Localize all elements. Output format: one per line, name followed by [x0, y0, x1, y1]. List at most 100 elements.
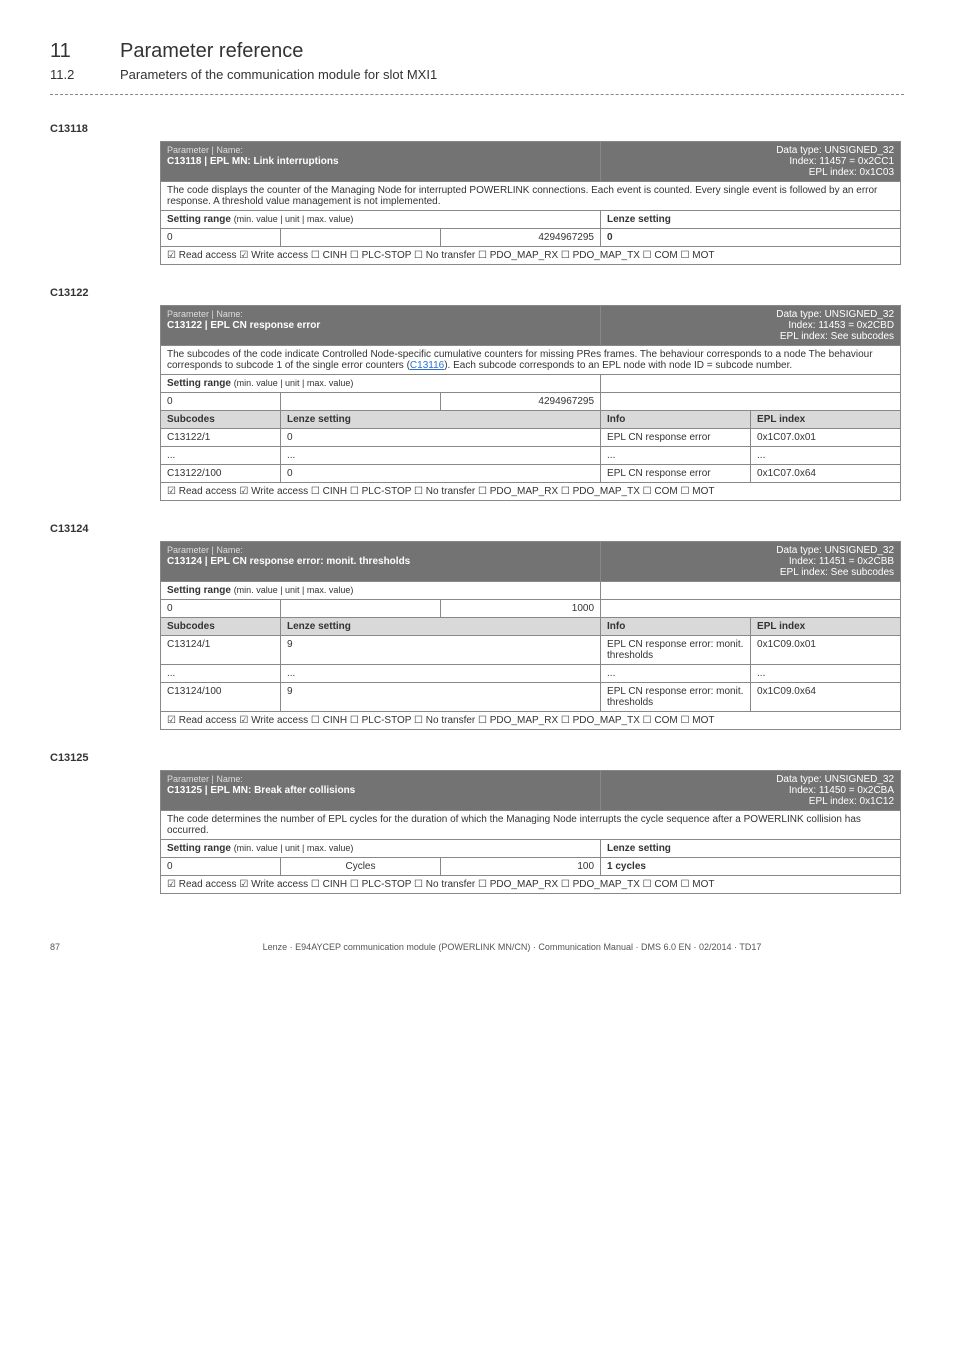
min-value: 0 [161, 858, 281, 876]
lenze-setting-label: Lenze setting [607, 214, 671, 225]
flags-text: ☑ Read access ☑ Write access ☐ CINH ☐ PL… [161, 876, 901, 894]
setting-value-row: 0 Cycles 100 1 cycles [161, 858, 901, 876]
lenze-setting: ... [281, 665, 601, 683]
subcode-col2: Lenze setting [281, 618, 601, 636]
subcode-col4: EPL index [751, 411, 901, 429]
epl-index: 0x1C09.0x01 [751, 636, 901, 665]
param-description-row: The code displays the counter of the Man… [161, 182, 901, 211]
setting-range-sub: (min. value | unit | max. value) [234, 378, 354, 388]
unit-value [281, 229, 441, 247]
param-meta: Data type: UNSIGNED_32 Index: 11451 = 0x… [601, 542, 901, 582]
subcode-header-row: Subcodes Lenze setting Info EPL index [161, 411, 901, 429]
unit-value [281, 393, 441, 411]
table-row: C13122/100 0 EPL CN response error 0x1C0… [161, 465, 901, 483]
desc-post: ). Each subcode corresponds to an EPL no… [444, 360, 792, 371]
section-header: 11.2 Parameters of the communication mod… [50, 67, 904, 82]
setting-value-row: 0 1000 [161, 600, 901, 618]
param-table-c13125: Parameter | Name: C13125 | EPL MN: Break… [160, 770, 901, 894]
info: EPL CN response error: monit. thresholds [601, 683, 751, 712]
param-meta: Data type: UNSIGNED_32 Index: 11450 = 0x… [601, 771, 901, 811]
subcode-col4: EPL index [751, 618, 901, 636]
subcode: C13124/100 [161, 683, 281, 712]
setting-range-sub: (min. value | unit | max. value) [234, 214, 354, 224]
subcode: ... [161, 447, 281, 465]
lenze-value-empty [601, 393, 901, 411]
param-meta: Data type: UNSIGNED_32 Index: 11457 = 0x… [601, 142, 901, 182]
info: EPL CN response error [601, 429, 751, 447]
param-description: The code determines the number of EPL cy… [161, 811, 901, 840]
setting-header-row: Setting range (min. value | unit | max. … [161, 582, 901, 600]
param-header-row: Parameter | Name: C13125 | EPL MN: Break… [161, 771, 901, 811]
setting-range-label: Setting range [167, 585, 231, 596]
min-value: 0 [161, 600, 281, 618]
param-header-row: Parameter | Name: C13118 | EPL MN: Link … [161, 142, 901, 182]
separator-line [50, 94, 904, 95]
lenze-setting-label: Lenze setting [607, 843, 671, 854]
param-description-row: The code determines the number of EPL cy… [161, 811, 901, 840]
subcode-col3: Info [601, 618, 751, 636]
lenze-setting: 0 [281, 465, 601, 483]
setting-header-row: Setting range (min. value | unit | max. … [161, 211, 901, 229]
param-table-wrap: Parameter | Name: C13118 | EPL MN: Link … [160, 141, 904, 265]
lenze-setting: 0 [281, 429, 601, 447]
flags-row: ☑ Read access ☑ Write access ☐ CINH ☐ PL… [161, 876, 901, 894]
param-description: The code displays the counter of the Man… [161, 182, 901, 211]
epl-index: 0x1C09.0x64 [751, 683, 901, 712]
setting-header-row: Setting range (min. value | unit | max. … [161, 375, 901, 393]
unit-value [281, 600, 441, 618]
param-title: C13122 | EPL CN response error [167, 320, 320, 331]
setting-header-row: Setting range (min. value | unit | max. … [161, 840, 901, 858]
param-table-wrap: Parameter | Name: C13124 | EPL CN respon… [160, 541, 904, 730]
param-header-row: Parameter | Name: C13122 | EPL CN respon… [161, 306, 901, 346]
param-label: Parameter | Name: [167, 545, 243, 555]
param-table-wrap: Parameter | Name: C13122 | EPL CN respon… [160, 305, 904, 501]
chapter-number: 11 [50, 40, 120, 63]
lenze-value: 0 [607, 232, 613, 243]
subcode-col1: Subcodes [161, 618, 281, 636]
max-value: 1000 [441, 600, 601, 618]
footer-text: Lenze · E94AYCEP communication module (P… [120, 942, 904, 952]
flags-row: ☑ Read access ☑ Write access ☐ CINH ☐ PL… [161, 483, 901, 501]
desc-link[interactable]: C13116 [410, 360, 444, 371]
subcode: ... [161, 665, 281, 683]
subcode-col2: Lenze setting [281, 411, 601, 429]
subcode-col3: Info [601, 411, 751, 429]
param-meta: Data type: UNSIGNED_32 Index: 11453 = 0x… [601, 306, 901, 346]
info: ... [601, 447, 751, 465]
max-value: 100 [441, 858, 601, 876]
lenze-setting: 9 [281, 683, 601, 712]
info: EPL CN response error [601, 465, 751, 483]
info: ... [601, 665, 751, 683]
unit-value: Cycles [281, 858, 441, 876]
param-title: C13124 | EPL CN response error: monit. t… [167, 556, 410, 567]
epl-index: 0x1C07.0x64 [751, 465, 901, 483]
page-number: 87 [50, 942, 120, 952]
table-row: ... ... ... ... [161, 447, 901, 465]
flags-text: ☑ Read access ☑ Write access ☐ CINH ☐ PL… [161, 247, 901, 265]
param-anchor: C13118 [50, 123, 904, 135]
setting-value-row: 0 4294967295 [161, 393, 901, 411]
chapter-title: Parameter reference [120, 40, 303, 63]
lenze-setting: 9 [281, 636, 601, 665]
param-anchor: C13122 [50, 287, 904, 299]
epl-index: 0x1C07.0x01 [751, 429, 901, 447]
lenze-value: 1 cycles [607, 861, 646, 872]
section-number: 11.2 [50, 67, 120, 82]
flags-row: ☑ Read access ☑ Write access ☐ CINH ☐ PL… [161, 712, 901, 730]
lenze-setting: ... [281, 447, 601, 465]
param-table-c13118: Parameter | Name: C13118 | EPL MN: Link … [160, 141, 901, 265]
flags-text: ☑ Read access ☑ Write access ☐ CINH ☐ PL… [161, 712, 901, 730]
page-footer: 87 Lenze · E94AYCEP communication module… [50, 942, 904, 952]
epl-index: ... [751, 665, 901, 683]
lenze-setting-empty [601, 582, 901, 600]
section-title: Parameters of the communication module f… [120, 67, 437, 82]
max-value: 4294967295 [441, 393, 601, 411]
table-row: C13124/100 9 EPL CN response error: moni… [161, 683, 901, 712]
param-anchor: C13124 [50, 523, 904, 535]
info: EPL CN response error: monit. thresholds [601, 636, 751, 665]
chapter-header: 11 Parameter reference [50, 40, 904, 63]
setting-range-sub: (min. value | unit | max. value) [234, 585, 354, 595]
table-row: C13122/1 0 EPL CN response error 0x1C07.… [161, 429, 901, 447]
param-table-c13122: Parameter | Name: C13122 | EPL CN respon… [160, 305, 901, 501]
param-title: C13118 | EPL MN: Link interruptions [167, 156, 339, 167]
